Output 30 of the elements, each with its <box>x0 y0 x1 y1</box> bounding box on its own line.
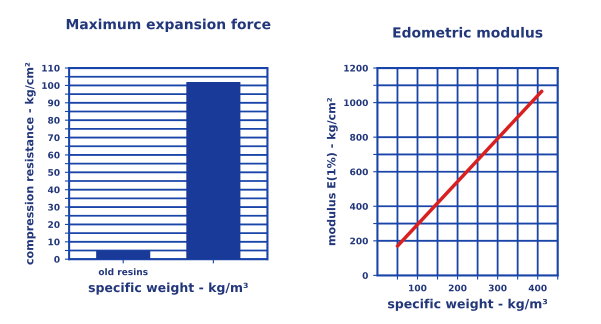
x-tick-label: 200 <box>448 284 467 292</box>
y-tick-label: 50 <box>48 169 60 176</box>
x-tick-label: 300 <box>488 284 507 292</box>
y-tick-label: 110 <box>42 64 60 72</box>
x-tick-label: old resins <box>98 268 148 276</box>
chart-title: Edometric modulus <box>393 26 542 38</box>
y-tick-label: 40 <box>48 186 60 194</box>
y-tick-label: 70 <box>48 134 60 142</box>
y-tick-label: 600 <box>350 168 368 176</box>
x-tick-label: 400 <box>528 284 547 292</box>
y-tick-label: 80 <box>48 116 60 124</box>
x-axis-title: specific weight - kg/m³ <box>88 282 248 295</box>
y-tick-label: 400 <box>350 203 368 210</box>
y-tick-label: 0 <box>54 256 60 263</box>
x-tick-label: 100 <box>409 284 426 292</box>
x-axis-title: specific weight - kg/m³ <box>388 298 548 311</box>
chart-title: Maximum expansion force <box>66 18 270 32</box>
y-tick-label: 800 <box>350 134 368 141</box>
y-tick-label: 10 <box>48 238 60 246</box>
y-tick-label: 200 <box>350 238 368 244</box>
y-axis-title: modulus E(1%) - kg/cm² <box>326 98 338 246</box>
y-tick-label: 60 <box>48 152 60 158</box>
y-tick-label: 90 <box>48 100 60 106</box>
y-tick-label: 0 <box>362 272 368 279</box>
y-tick-label: 1000 <box>344 99 368 106</box>
y-axis-title: compression resistance - kg/cm² <box>24 62 36 265</box>
y-tick-label: 100 <box>42 82 60 89</box>
y-tick-label: 20 <box>48 221 60 228</box>
y-tick-label: 30 <box>48 204 60 211</box>
y-tick-label: 1200 <box>344 64 368 72</box>
